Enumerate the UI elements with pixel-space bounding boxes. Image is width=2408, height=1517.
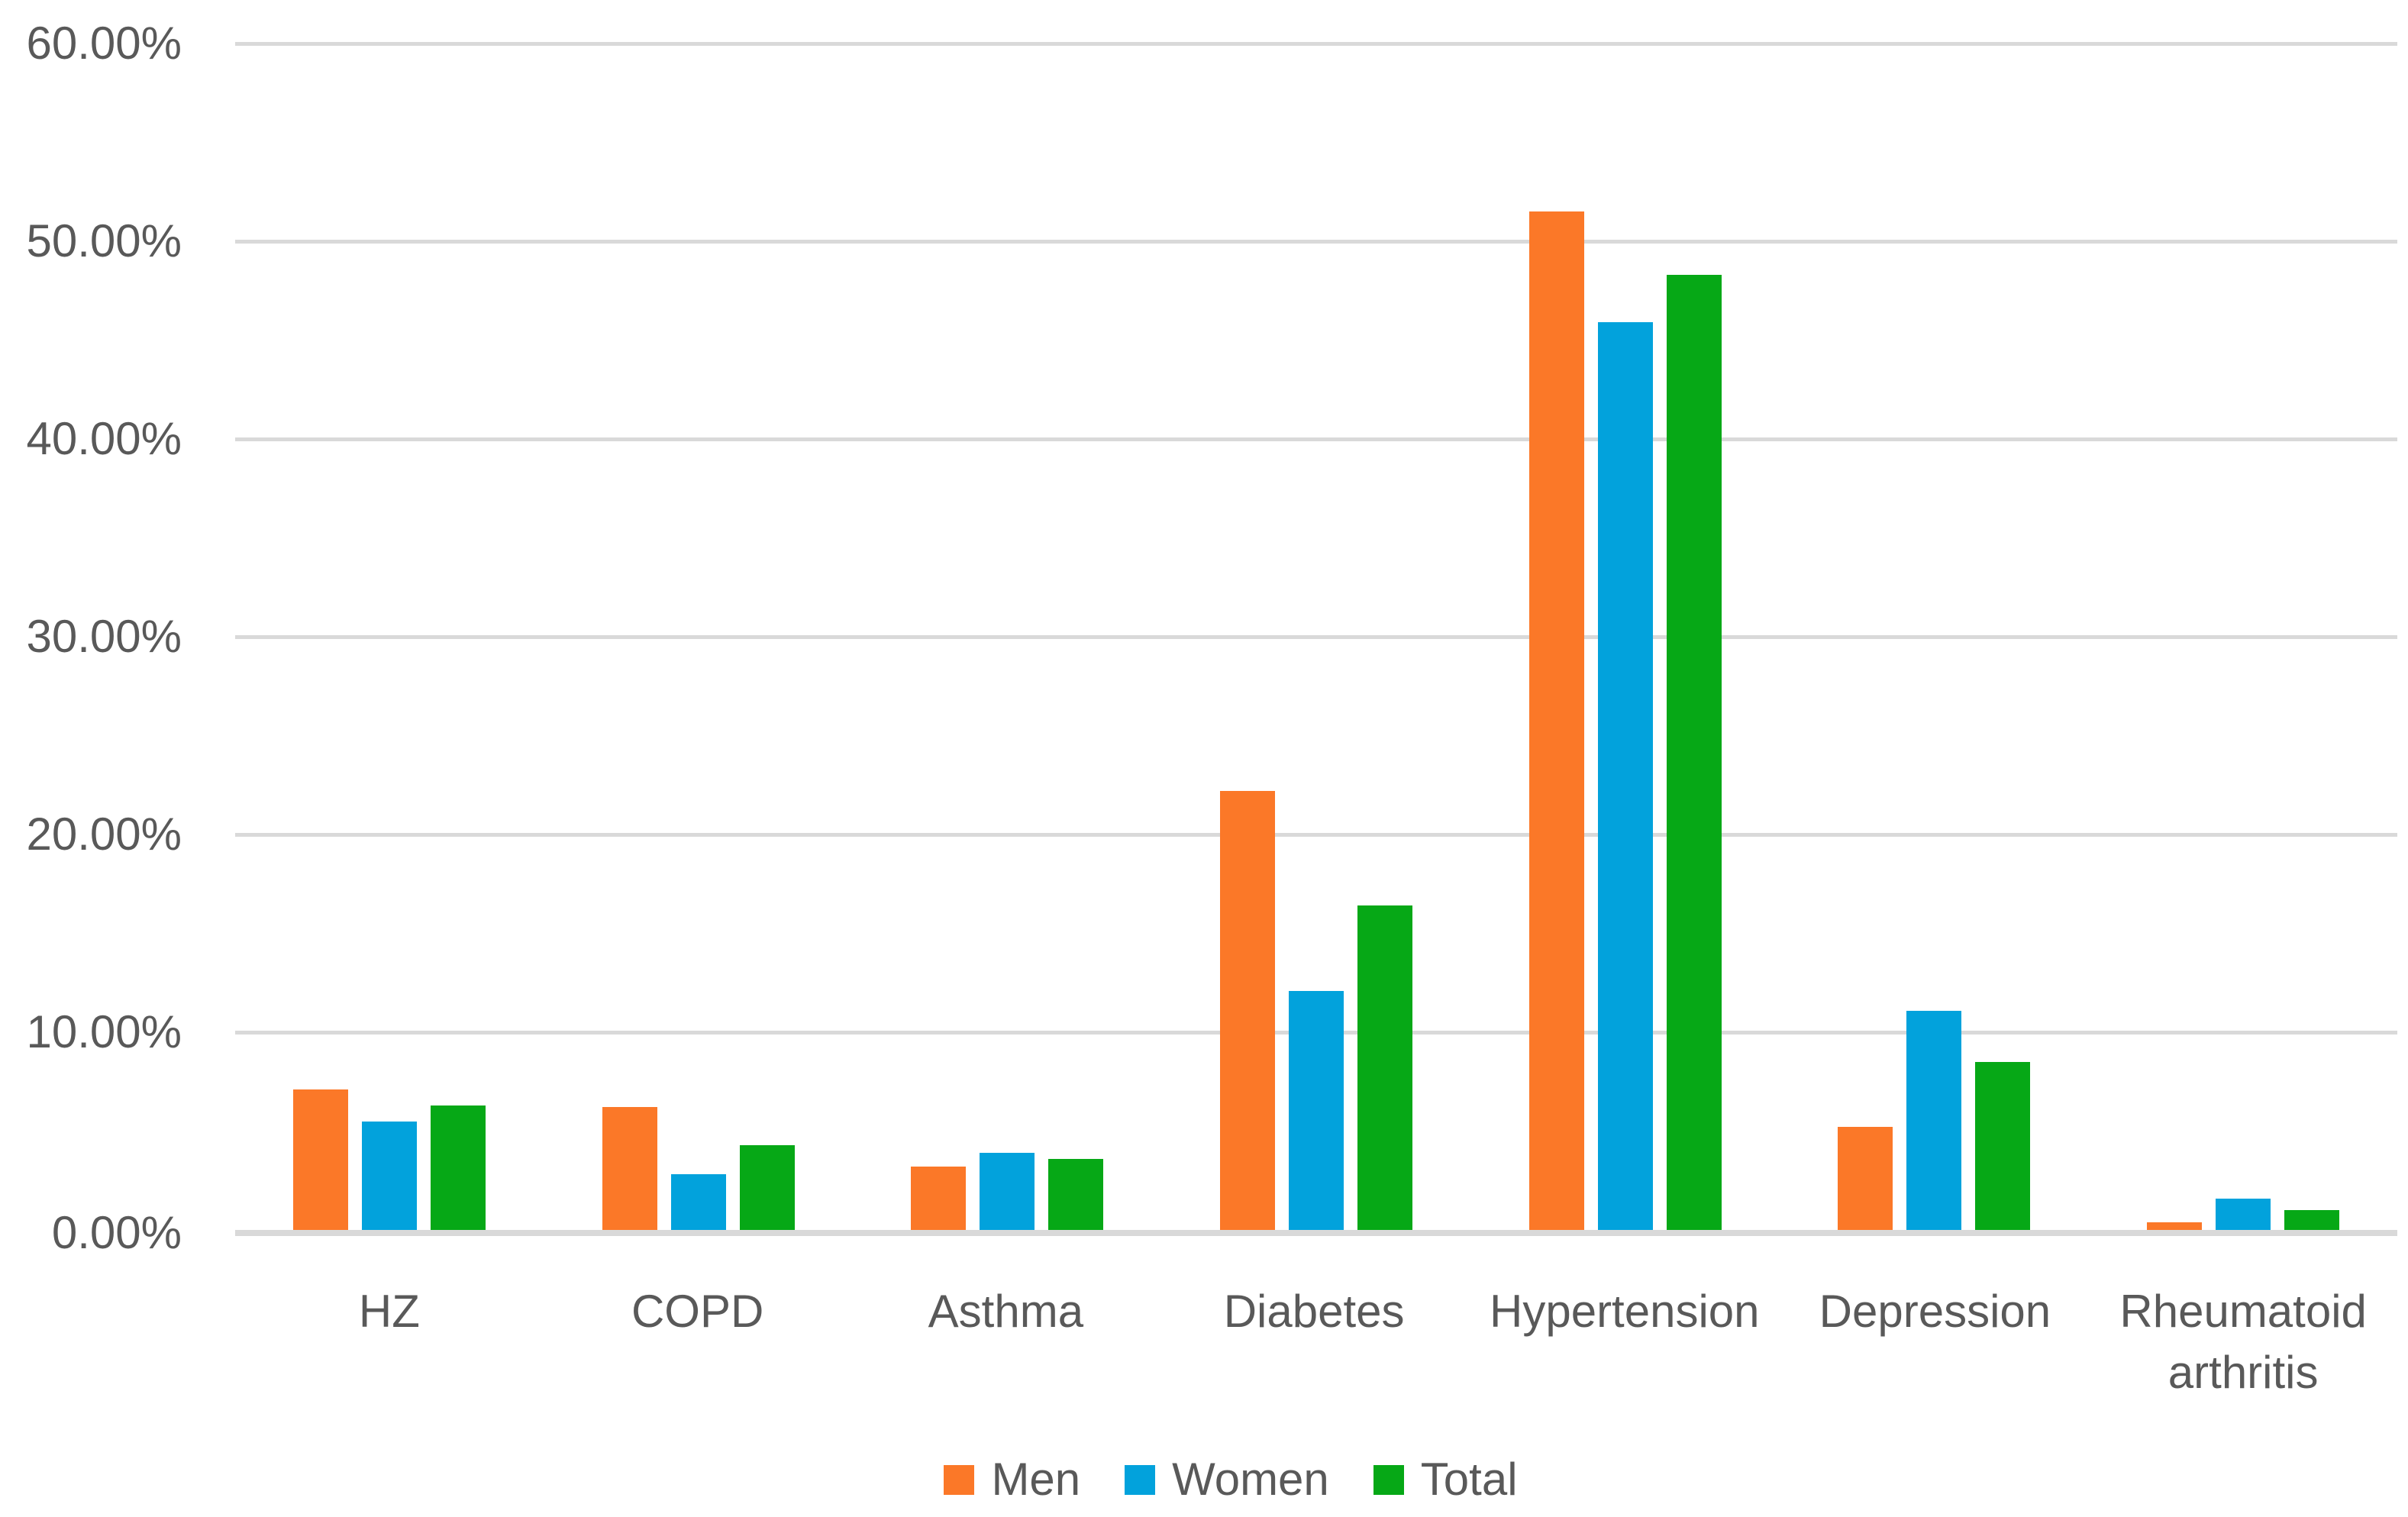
bar-group-hypertension [1470,44,1780,1230]
bar-group-diabetes [1162,44,1471,1230]
x-tick-label-hypertension: Hypertension [1490,1286,1760,1337]
bar-men-copd [602,1107,657,1230]
y-tick-label-10: 10.00% [26,1006,182,1057]
bar-men-depression [1838,1127,1893,1230]
y-tick-label-20: 20.00% [26,809,182,860]
y-tick-label-30: 30.00% [26,611,182,662]
legend-item-total: Total [1373,1457,1518,1502]
bar-women-diabetes [1289,990,1344,1230]
bar-group-rheumatoid-arthritis [2088,44,2397,1230]
bar-men-diabetes [1220,791,1276,1230]
legend-swatch-women [1125,1464,1156,1495]
bar-total-depression [1975,1061,2031,1230]
x-tick-label-rheumatoid-arthritis: Rheumatoid arthritis [2119,1286,2367,1398]
x-tick-label-depression: Depression [1819,1286,2051,1337]
y-tick-label-0: 0.00% [51,1207,182,1258]
bar-group-depression [1780,44,2089,1230]
x-axis-baseline [235,1230,2397,1236]
bar-group-hz [235,44,544,1230]
gridline-30 [235,634,2397,639]
bar-total-copd [739,1144,795,1230]
bar-group-copd [544,44,854,1230]
bar-women-depression [1906,1010,1962,1230]
bar-total-diabetes [1357,905,1413,1230]
y-tick-label-60: 60.00% [26,18,182,69]
x-tick-label-copd: COPD [631,1286,764,1337]
bar-total-rheumatoid-arthritis [2284,1210,2339,1230]
legend-swatch-men [944,1464,975,1495]
legend-label-total: Total [1420,1454,1518,1505]
bar-women-copd [670,1174,726,1230]
gridline-50 [235,239,2397,244]
gridline-20 [235,832,2397,837]
legend-item-women: Women [1125,1457,1329,1502]
legend-label-men: Men [991,1454,1081,1505]
plot-area [235,41,2397,1236]
bar-men-rheumatoid-arthritis [2146,1222,2202,1230]
legend-swatch-total [1373,1464,1404,1495]
bar-women-hz [362,1121,418,1230]
bar-women-asthma [980,1153,1035,1230]
x-tick-label-diabetes: Diabetes [1223,1286,1405,1337]
legend-item-men: Men [944,1457,1080,1502]
bar-women-hypertension [1597,322,1653,1230]
bar-women-rheumatoid-arthritis [2215,1198,2271,1230]
bar-men-hz [293,1089,349,1230]
y-axis: 0.00% 10.00% 20.00% 30.00% 40.00% 50.00% 60.00… [0,0,182,1517]
bar-men-asthma [911,1167,967,1230]
bar-total-hz [431,1105,486,1230]
legend: Men Women Total [0,1457,2408,1502]
bar-group-asthma [853,44,1162,1230]
bar-total-hypertension [1666,275,1722,1230]
legend-label-women: Women [1172,1454,1329,1505]
bar-men-hypertension [1528,211,1584,1230]
bar-groups [235,44,2397,1230]
bar-total-asthma [1048,1158,1104,1230]
x-tick-label-hz: HZ [358,1286,420,1337]
x-tick-label-asthma: Asthma [928,1286,1084,1337]
x-axis: HZ COPD Asthma Diabetes Hypertension Depressi… [235,1281,2397,1403]
gridline-40 [235,437,2397,441]
gridline-60 [235,41,2397,46]
y-tick-label-50: 50.00% [26,215,182,266]
y-tick-label-40: 40.00% [26,413,182,464]
